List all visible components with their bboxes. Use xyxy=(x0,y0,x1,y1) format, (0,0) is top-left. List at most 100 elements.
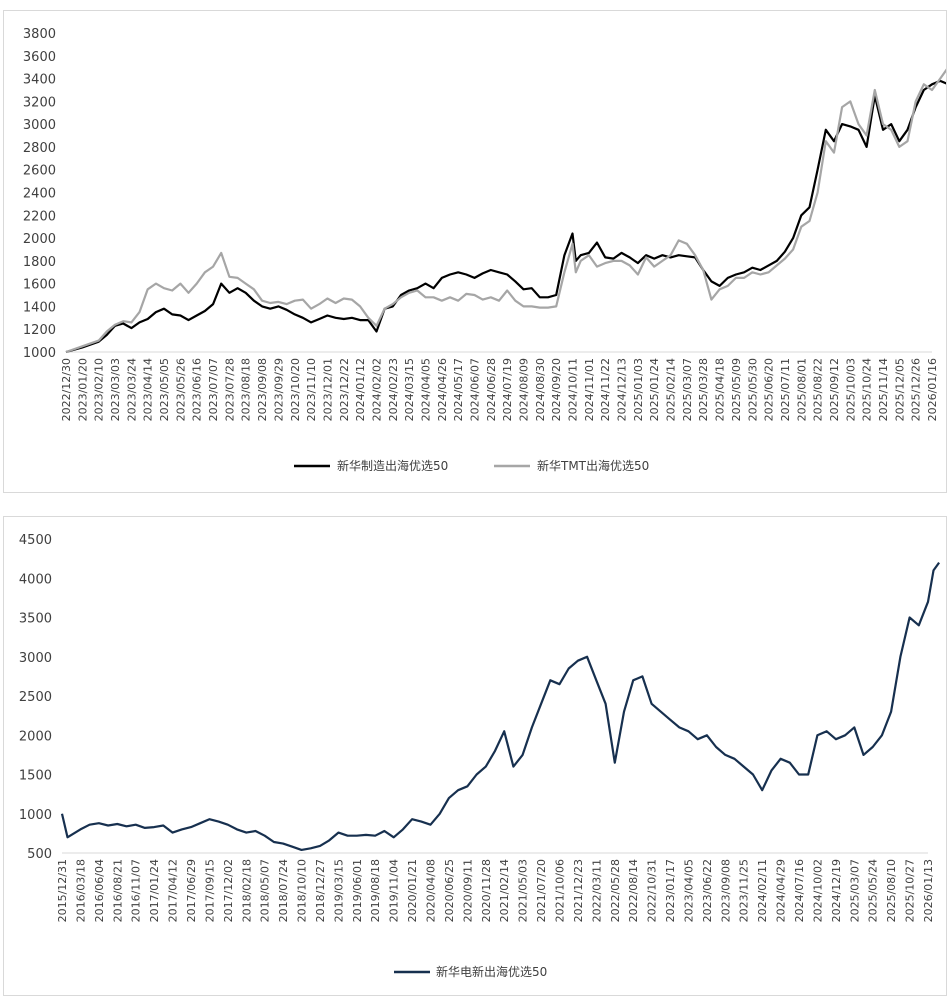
x-tick-label: 2023/06/16 xyxy=(191,358,204,421)
x-tick-label: 2025/03/28 xyxy=(697,358,710,421)
y-tick-label: 1400 xyxy=(23,300,56,315)
x-tick-label: 2016/11/07 xyxy=(130,859,143,922)
x-tick-label: 2017/06/29 xyxy=(185,859,198,922)
x-tick-label: 2024/03/15 xyxy=(403,358,416,421)
x-tick-label: 2017/01/24 xyxy=(148,859,161,922)
x-tick-label: 2023/04/14 xyxy=(142,358,155,421)
x-tick-label: 2020/06/25 xyxy=(443,859,456,922)
x-tick-label: 2024/07/19 xyxy=(501,358,514,421)
x-tick-label: 2025/05/24 xyxy=(867,859,880,922)
x-tick-label: 2021/10/06 xyxy=(553,859,566,922)
y-axis: 1000 1200 1400 1600 1800 2000 2200 2400 2600 2800… xyxy=(23,27,56,361)
y-tick-label: 500 xyxy=(27,847,52,862)
x-tick-label: 2024/05/17 xyxy=(452,358,465,421)
x-tick-label: 2021/12/23 xyxy=(572,859,585,922)
x-tick-label: 2021/07/20 xyxy=(535,859,548,922)
x-tick-label: 2026/01/13 xyxy=(922,859,935,922)
x-tick-label: 2023/12/01 xyxy=(321,358,334,421)
x-tick-label: 2016/06/04 xyxy=(93,859,106,922)
x-tick-label: 2017/04/12 xyxy=(167,859,180,922)
x-tick-label: 2025/09/12 xyxy=(828,358,841,421)
x-tick-label: 2024/07/16 xyxy=(793,859,806,922)
y-tick-label: 1500 xyxy=(19,769,52,784)
x-tick-label: 2024/02/23 xyxy=(387,358,400,421)
x-tick-label: 2019/11/04 xyxy=(388,859,401,922)
x-tick-label: 2023/03/24 xyxy=(125,358,138,421)
x-tick-label: 2018/07/24 xyxy=(277,859,290,922)
x-tick-label: 2025/10/03 xyxy=(844,358,857,421)
x-tick-label: 2021/02/14 xyxy=(498,859,511,922)
x-tick-label: 2017/12/02 xyxy=(222,859,235,922)
x-tick-label: 2020/11/28 xyxy=(480,859,493,922)
y-tick-label: 1800 xyxy=(23,255,56,270)
x-tick-label: 2023/05/05 xyxy=(158,358,171,421)
x-tick-label: 2024/06/28 xyxy=(485,358,498,421)
x-tick-label: 2018/02/18 xyxy=(240,859,253,922)
x-tick-label: 2025/10/24 xyxy=(861,358,874,421)
y-tick-label: 3000 xyxy=(23,118,56,133)
x-tick-label: 2022/10/31 xyxy=(646,859,659,922)
x-tick-label: 2025/05/30 xyxy=(746,358,759,421)
x-tick-label: 2023/05/26 xyxy=(174,358,187,421)
x-tick-label: 2018/10/10 xyxy=(296,859,309,922)
series-line-1 xyxy=(60,561,940,851)
x-tick-label: 2024/09/20 xyxy=(550,358,563,421)
y-tick-label: 2000 xyxy=(19,729,52,744)
x-tick-label: 2024/01/12 xyxy=(354,358,367,421)
x-axis: 2015/12/31 2016/03/18 2016/06/04 2016/08/21… xyxy=(56,852,935,922)
x-tick-label: 2023/07/07 xyxy=(207,358,220,421)
x-tick-label: 2018/12/27 xyxy=(314,859,327,922)
x-tick-label: 2025/03/07 xyxy=(681,358,694,421)
x-tick-label: 2020/04/08 xyxy=(425,859,438,922)
x-tick-label: 2019/03/15 xyxy=(332,859,345,922)
x-tick-label: 2024/06/07 xyxy=(468,358,481,421)
x-tick-label: 2023/03/03 xyxy=(109,358,122,421)
chart-bottom: 500 1000 1500 2000 2500 3000 3500 4000 4500 2015… xyxy=(19,533,940,979)
x-tick-label: 2023/12/22 xyxy=(338,358,351,421)
x-tick-label: 2022/05/28 xyxy=(609,859,622,922)
x-tick-label: 2025/04/18 xyxy=(714,358,727,421)
x-tick-label: 2023/02/10 xyxy=(93,358,106,421)
x-tick-label: 2015/12/31 xyxy=(56,859,69,922)
chart-panel-top: 1000 1200 1400 1600 1800 2000 2200 2400 2600 2800… xyxy=(3,10,952,493)
x-tick-label: 2025/08/22 xyxy=(812,358,825,421)
x-tick-label: 2024/08/30 xyxy=(534,358,547,421)
series-lines xyxy=(65,60,952,354)
x-tick-label: 2020/01/21 xyxy=(406,859,419,922)
y-tick-label: 2200 xyxy=(23,209,56,224)
x-tick-label: 2023/01/17 xyxy=(664,859,677,922)
x-tick-label: 2018/05/07 xyxy=(259,859,272,922)
y-tick-label: 3200 xyxy=(23,95,56,110)
legend-label-series-2: 新华TMT出海优选50 xyxy=(537,458,649,473)
x-tick-label: 2025/10/27 xyxy=(904,859,917,922)
x-tick-label: 2024/11/22 xyxy=(599,358,612,421)
x-tick-label: 2023/10/20 xyxy=(289,358,302,421)
x-tick-label: 2023/11/10 xyxy=(305,358,318,421)
y-tick-label: 3600 xyxy=(23,50,56,65)
x-tick-label: 2025/12/26 xyxy=(910,358,923,421)
chart-top: 1000 1200 1400 1600 1800 2000 2200 2400 2600 2800… xyxy=(23,27,952,473)
y-tick-label: 3000 xyxy=(19,651,52,666)
y-tick-label: 1600 xyxy=(23,278,56,293)
y-tick-label: 3500 xyxy=(19,612,52,627)
x-tick-label: 2023/06/22 xyxy=(701,859,714,922)
x-tick-label: 2024/02/02 xyxy=(370,358,383,421)
x-tick-label: 2024/11/01 xyxy=(583,358,596,421)
x-tick-label: 2025/01/03 xyxy=(632,358,645,421)
x-tick-label: 2016/08/21 xyxy=(111,859,124,922)
x-tick-label: 2025/11/14 xyxy=(877,358,890,421)
y-tick-label: 2800 xyxy=(23,141,56,156)
x-tick-label: 2024/12/13 xyxy=(616,358,629,421)
y-tick-label: 2000 xyxy=(23,232,56,247)
legend-label-series-1: 新华电新出海优选50 xyxy=(436,964,547,979)
x-tick-label: 2024/04/05 xyxy=(419,358,432,421)
x-tick-label: 2023/08/18 xyxy=(240,358,253,421)
y-tick-label: 2400 xyxy=(23,187,56,202)
x-tick-label: 2019/06/01 xyxy=(351,859,364,922)
y-axis: 500 1000 1500 2000 2500 3000 3500 4000 4500 xyxy=(19,533,52,862)
x-tick-label: 2026/01/16 xyxy=(926,358,939,421)
x-tick-label: 2023/09/08 xyxy=(719,859,732,922)
x-tick-label: 2024/08/09 xyxy=(518,358,531,421)
x-tick-label: 2024/02/11 xyxy=(756,859,769,922)
x-tick-label: 2025/08/01 xyxy=(795,358,808,421)
